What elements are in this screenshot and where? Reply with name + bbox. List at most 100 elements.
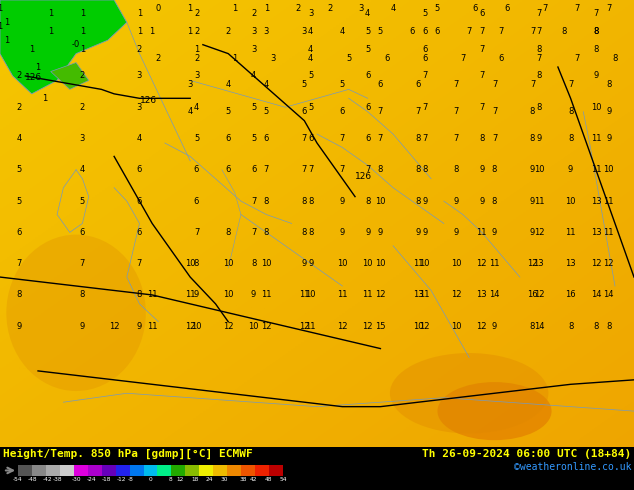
Text: 16: 16 <box>566 291 576 299</box>
Text: 3: 3 <box>188 80 193 89</box>
Text: 3: 3 <box>270 53 275 63</box>
Text: 6: 6 <box>251 165 256 174</box>
Text: 8: 8 <box>536 45 541 54</box>
Text: 10: 10 <box>223 259 233 268</box>
Text: 7: 7 <box>137 259 142 268</box>
Text: 13: 13 <box>413 291 424 299</box>
Text: 8: 8 <box>530 322 535 331</box>
Text: 2: 2 <box>226 27 231 36</box>
Text: 6: 6 <box>194 196 199 206</box>
Text: 8: 8 <box>568 134 573 143</box>
Text: 6: 6 <box>422 27 427 36</box>
Text: 2: 2 <box>251 9 256 18</box>
Text: 13: 13 <box>566 259 576 268</box>
Text: 5: 5 <box>16 165 22 174</box>
Text: 7: 7 <box>530 27 535 36</box>
Text: 9: 9 <box>492 322 497 331</box>
Text: 9: 9 <box>479 196 484 206</box>
Text: -18: -18 <box>101 477 111 482</box>
Text: 7: 7 <box>251 196 256 206</box>
Text: 6: 6 <box>416 80 421 89</box>
Text: 6: 6 <box>308 134 313 143</box>
Text: 2: 2 <box>194 53 199 63</box>
Text: 7: 7 <box>593 9 598 18</box>
Text: 9: 9 <box>340 228 345 237</box>
Text: 7: 7 <box>543 4 548 13</box>
Text: 7: 7 <box>454 134 459 143</box>
Text: 5: 5 <box>308 103 313 112</box>
Text: -54: -54 <box>13 477 23 482</box>
Text: 7: 7 <box>574 53 579 63</box>
Text: 7: 7 <box>378 107 383 116</box>
Text: 7: 7 <box>536 27 541 36</box>
Text: 8: 8 <box>302 228 307 237</box>
Text: 9: 9 <box>530 196 535 206</box>
Text: 6: 6 <box>264 134 269 143</box>
Text: 9: 9 <box>454 228 459 237</box>
Text: 7: 7 <box>454 107 459 116</box>
Text: 4: 4 <box>16 134 22 143</box>
Text: 10: 10 <box>375 196 385 206</box>
Text: 5: 5 <box>251 103 256 112</box>
Text: 1: 1 <box>0 4 3 13</box>
Polygon shape <box>51 63 89 89</box>
Text: 3: 3 <box>137 72 142 80</box>
Text: 12: 12 <box>420 322 430 331</box>
Text: 2: 2 <box>156 53 161 63</box>
Text: 3: 3 <box>308 9 313 18</box>
Bar <box>46 465 60 476</box>
Text: 10: 10 <box>261 259 271 268</box>
Text: 10: 10 <box>451 322 462 331</box>
Text: 9: 9 <box>137 322 142 331</box>
Text: 2: 2 <box>80 103 85 112</box>
Text: 8: 8 <box>416 134 421 143</box>
Text: 13: 13 <box>591 196 601 206</box>
Text: 12: 12 <box>477 259 487 268</box>
Text: 8: 8 <box>308 228 313 237</box>
Text: 11: 11 <box>185 291 195 299</box>
Text: 126: 126 <box>25 74 42 82</box>
Text: 9: 9 <box>365 228 370 237</box>
Text: 7: 7 <box>479 103 484 112</box>
Text: 8: 8 <box>264 196 269 206</box>
Text: 3: 3 <box>359 4 364 13</box>
Text: 6: 6 <box>365 72 370 80</box>
Text: 5: 5 <box>302 80 307 89</box>
Text: 8: 8 <box>536 72 541 80</box>
Text: 126: 126 <box>139 96 157 105</box>
Text: 4: 4 <box>308 27 313 36</box>
Text: 9: 9 <box>80 322 85 331</box>
Text: -0: -0 <box>72 40 81 49</box>
Text: 8: 8 <box>416 165 421 174</box>
Text: 5: 5 <box>340 80 345 89</box>
Bar <box>115 465 129 476</box>
Text: 5: 5 <box>80 196 85 206</box>
Text: 4: 4 <box>80 165 85 174</box>
Bar <box>171 465 185 476</box>
Text: 7: 7 <box>536 53 541 63</box>
Text: 4: 4 <box>340 27 345 36</box>
Bar <box>74 465 87 476</box>
Text: 11: 11 <box>147 322 157 331</box>
Text: 48: 48 <box>264 477 272 482</box>
Bar <box>18 465 32 476</box>
Text: -24: -24 <box>87 477 96 482</box>
Text: 1: 1 <box>137 27 142 36</box>
Text: 9: 9 <box>378 228 383 237</box>
Text: 6: 6 <box>410 27 415 36</box>
Text: 14: 14 <box>534 322 544 331</box>
Text: 7: 7 <box>479 27 484 36</box>
Text: 7: 7 <box>251 228 256 237</box>
Text: 11: 11 <box>413 259 424 268</box>
Text: 7: 7 <box>365 165 370 174</box>
Bar <box>199 465 213 476</box>
Text: 54: 54 <box>279 477 287 482</box>
Text: 8: 8 <box>606 80 611 89</box>
Text: 8: 8 <box>137 291 142 299</box>
Text: 8: 8 <box>492 165 497 174</box>
Text: -48: -48 <box>28 477 37 482</box>
Text: 8: 8 <box>479 134 484 143</box>
Text: 0: 0 <box>156 4 161 13</box>
Text: 8: 8 <box>194 259 199 268</box>
Text: 9: 9 <box>479 165 484 174</box>
